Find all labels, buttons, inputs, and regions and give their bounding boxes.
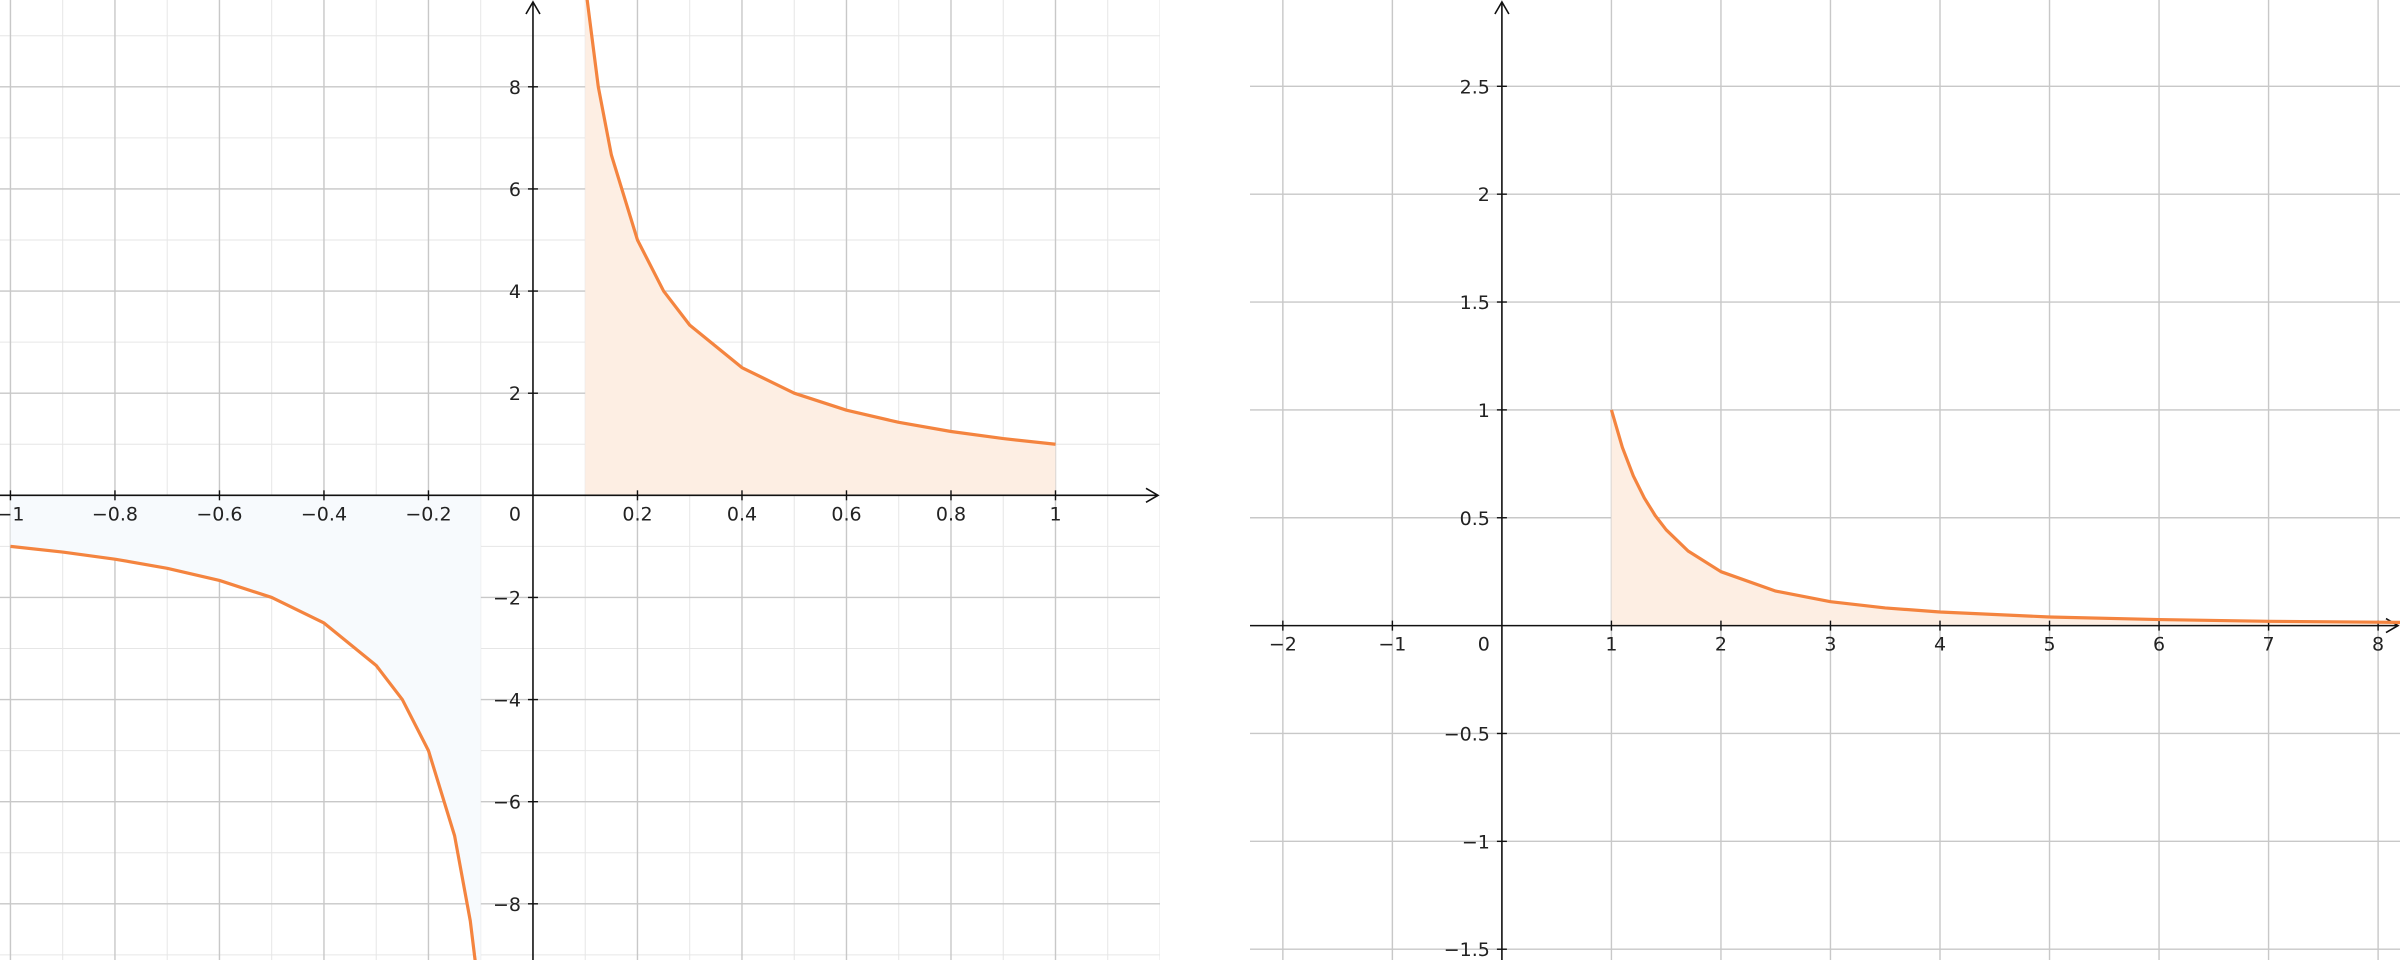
x-tick-label: 8 [2372,634,2384,656]
x-tick-label: −2 [1269,634,1297,656]
right-chart-svg: −2 −1 1 2 3 4 5 6 7 8 −1.5 −1 −0.5 0.5 1 1.5 2 2.5 0 [1250,0,2400,961]
x-tick-label: −0.2 [405,503,451,525]
y-tick-label: 8 [509,77,521,99]
x-tick-label: −1 [1378,634,1406,656]
origin-label: 0 [1478,634,1490,656]
y-tick-label: 6 [509,179,521,201]
x-tick-label: 6 [2153,634,2165,656]
left-chart: −1 −0.8 −0.6 −0.4 −0.2 0.2 0.4 0.6 0.8 1 −8 −6 −4 −2 2… [0,0,1161,965]
y-tick-label: −0.5 [1444,723,1490,745]
series-line-1 [10,544,478,965]
y-tick-label: −4 [493,690,521,712]
y-tick-label: 0.5 [1460,508,1490,530]
y-tick-label: 1.5 [1460,292,1490,314]
y-tick-label: −1 [1462,831,1490,853]
x-tick-label: 0.6 [831,503,861,525]
y-tick-label: 2 [509,383,521,405]
x-tick-label: 2 [1715,634,1727,656]
x-tick-label: 7 [2263,634,2275,656]
x-tick-label: −0.8 [92,503,138,525]
shaded-area-1 [10,495,481,965]
x-tick-label: 4 [1934,634,1946,656]
y-tick-label: 1 [1478,400,1490,422]
x-tick-label: 1 [1605,634,1617,656]
origin-label: 0 [509,503,521,525]
x-tick-label: −0.6 [196,503,242,525]
x-tick-label: 5 [2043,634,2055,656]
shaded-area-0 [1611,409,2400,626]
x-tick-label: 1 [1049,503,1061,525]
series-line-0 [585,0,1056,446]
y-tick-label: −2 [493,587,521,609]
x-tick-label: 3 [1824,634,1836,656]
x-tick-label: −0.4 [301,503,347,525]
x-tick-label: 0.2 [622,503,652,525]
y-tick-label: 2.5 [1460,76,1490,98]
y-axis-arrow [1494,0,1510,15]
right-chart: −2 −1 1 2 3 4 5 6 7 8 −1.5 −1 −0.5 0.5 1 1.5 2 2.5 0 [1250,0,2400,961]
x-tick-label: −1 [0,503,24,525]
y-axis-arrow [525,0,541,15]
series-line-0 [1609,409,2400,624]
left-chart-svg: −1 −0.8 −0.6 −0.4 −0.2 0.2 0.4 0.6 0.8 1 −8 −6 −4 −2 2… [0,0,1161,965]
x-tick-label: 0.4 [727,503,757,525]
x-axis-arrow [1145,487,1160,504]
y-tick-label: 2 [1478,184,1490,206]
shaded-area-0 [585,0,1056,496]
y-tick-label: 4 [509,281,521,303]
y-tick-label: −1.5 [1444,939,1490,960]
y-tick-label: −6 [493,792,521,814]
x-tick-label: 0.8 [936,503,966,525]
y-tick-label: −8 [493,894,521,916]
